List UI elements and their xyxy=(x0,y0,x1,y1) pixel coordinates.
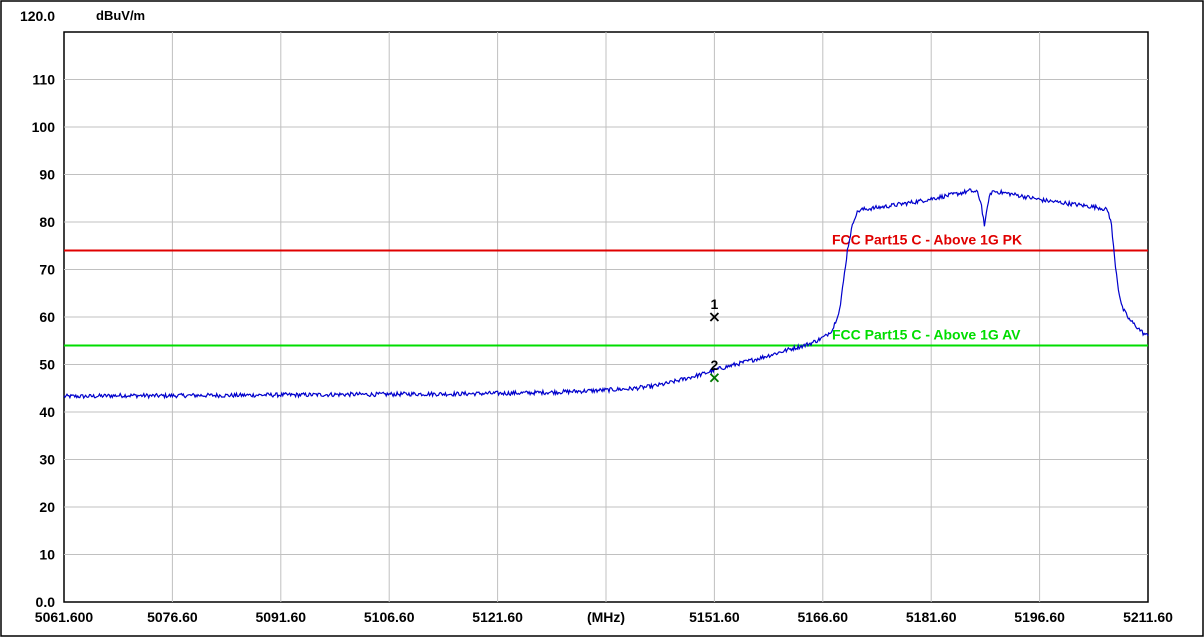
marker-label: 1 xyxy=(711,296,719,312)
y-tick-label: 80 xyxy=(39,214,55,230)
x-tick-labels: 5061.600 5076.60 5091.60 5106.60 5121.60 (MHz… xyxy=(35,609,1173,625)
limit-line-label: FCC Part15 C - Above 1G AV xyxy=(832,327,1021,343)
x-tick-label: (MHz) xyxy=(587,609,625,625)
y-axis-unit: dBuV/m xyxy=(96,8,145,23)
marker-cross xyxy=(709,373,720,383)
y-tick-label: 110 xyxy=(32,72,55,88)
x-tick-label: 5061.600 xyxy=(35,609,94,625)
y-tick-label: 20 xyxy=(39,499,55,515)
y-tick-labels: 120.0 110 100 90 80 70 60 50 40 30 20 10 0.0 xyxy=(20,8,55,610)
limit-lines: FCC Part15 C - Above 1G PK FCC Part15 C -… xyxy=(64,232,1148,347)
grid xyxy=(64,32,1148,602)
y-tick-label: 50 xyxy=(39,357,55,373)
x-tick-label: 5166.60 xyxy=(797,609,848,625)
marker: 2 xyxy=(709,357,720,383)
marker-cross xyxy=(709,312,720,322)
x-tick-label: 5211.60 xyxy=(1123,609,1173,625)
y-tick-label: 100 xyxy=(32,119,56,135)
trace-layer xyxy=(63,188,1149,400)
x-tick-label: 5151.60 xyxy=(689,609,740,625)
trace-line xyxy=(63,188,1149,400)
x-tick-label: 5106.60 xyxy=(364,609,415,625)
x-tick-label: 5181.60 xyxy=(906,609,957,625)
marker: 1 xyxy=(709,296,720,322)
y-tick-label: 120.0 xyxy=(20,8,55,24)
y-tick-label: 60 xyxy=(39,309,55,325)
x-tick-label: 5091.60 xyxy=(255,609,306,625)
y-tick-label: 70 xyxy=(39,262,55,278)
y-tick-label: 30 xyxy=(39,452,55,468)
y-tick-label: 40 xyxy=(39,404,55,420)
y-tick-label: 0.0 xyxy=(36,594,56,610)
limit-line-label: FCC Part15 C - Above 1G PK xyxy=(832,232,1022,248)
x-tick-label: 5121.60 xyxy=(472,609,523,625)
x-tick-label: 5076.60 xyxy=(147,609,198,625)
x-tick-label: 5196.60 xyxy=(1014,609,1065,625)
y-tick-label: 10 xyxy=(39,547,55,563)
markers: 12 xyxy=(709,296,720,383)
marker-label: 2 xyxy=(711,357,719,373)
y-tick-label: 90 xyxy=(39,167,55,183)
